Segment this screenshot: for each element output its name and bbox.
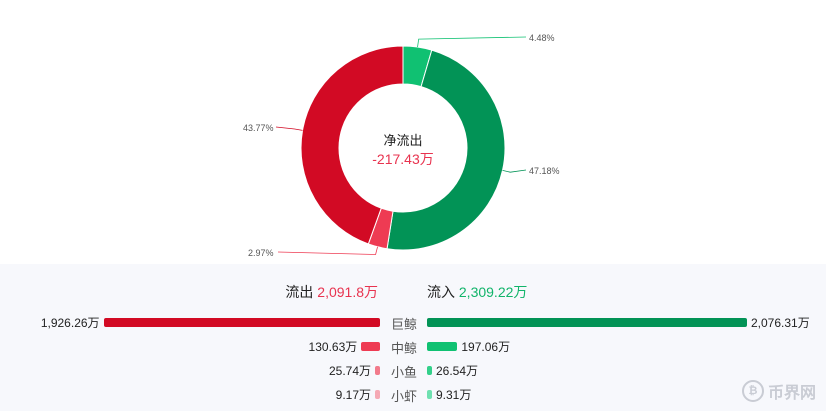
donut-slice-4[interactable] [300, 45, 404, 245]
inflow-bar[interactable] [427, 390, 432, 399]
outflow-value-label: 9.17万 [335, 388, 371, 402]
watermark: ₿ 币界网 [741, 379, 816, 403]
inflow-bar[interactable] [427, 318, 747, 327]
donut-chart [275, 36, 527, 255]
inflow-value: 2,309.22万 [458, 284, 528, 300]
inflow-bar[interactable] [427, 366, 432, 375]
inflow-total: 流入 2,309.22万 [427, 282, 527, 302]
outflow-label: 流出 [285, 284, 314, 300]
inflow-value-label: 2,076.31万 [751, 316, 810, 330]
leader-line-2 [502, 169, 527, 173]
category-label: 小虾 [390, 389, 417, 404]
inflow-label: 流入 [427, 284, 455, 300]
category-label: 巨鲸 [390, 317, 417, 332]
outflow-value-label: 25.74万 [328, 364, 371, 378]
bitcoin-icon: ₿ [741, 380, 764, 402]
leader-line-3 [277, 246, 378, 255]
inflow-value-label: 26.54万 [436, 364, 479, 378]
outflow-value-label: 1,926.26万 [40, 316, 100, 330]
outflow-value-label: 130.63万 [308, 340, 358, 354]
outflow-bar[interactable] [103, 318, 380, 327]
inflow-value-label: 197.06万 [461, 340, 511, 354]
center-title: 净流出 [383, 133, 423, 148]
outflow-bar[interactable] [375, 366, 380, 375]
watermark-text: 币界网 [767, 385, 816, 402]
donut-slice-2[interactable] [386, 49, 506, 251]
outflow-value: 2,091.8万 [317, 284, 378, 300]
outflow-bar[interactable] [375, 390, 380, 399]
slice-label-2: 47.18% [529, 166, 560, 176]
outflow-bar[interactable] [361, 342, 380, 351]
category-label: 小鱼 [390, 365, 417, 380]
inflow-value-label: 9.31万 [436, 388, 472, 402]
slice-label-4: 43.77% [243, 123, 274, 133]
category-label: 中鲸 [390, 341, 417, 356]
center-value: -217.43万 [372, 151, 434, 167]
inflow-bar[interactable] [427, 342, 458, 351]
outflow-total: 流出 2,091.8万 [285, 282, 378, 302]
flow-panel [0, 264, 826, 411]
leader-line-4 [275, 126, 303, 131]
leader-line-1 [417, 36, 527, 48]
slice-label-3: 2.97% [248, 248, 274, 258]
slice-label-1: 4.48% [529, 33, 555, 43]
